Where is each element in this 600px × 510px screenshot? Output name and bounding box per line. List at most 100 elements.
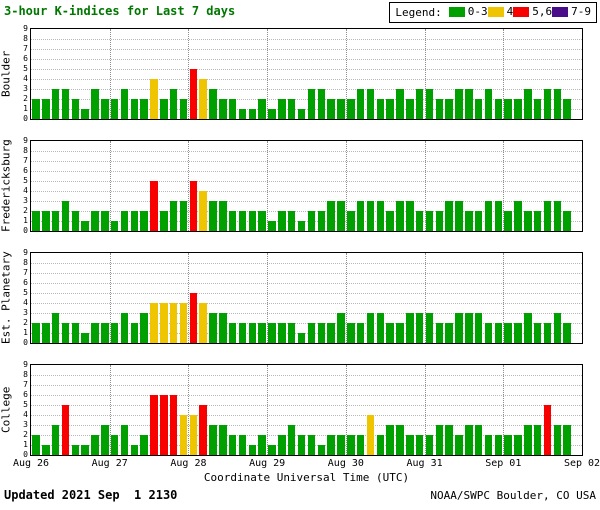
legend-item-label: 0-3 xyxy=(467,5,488,18)
y-tick-label: 3 xyxy=(23,308,28,317)
x-axis-title: Coordinate Universal Time (UTC) xyxy=(203,471,410,484)
k-bar xyxy=(514,435,522,455)
y-tick-label: 8 xyxy=(23,34,28,43)
y-tick-label: 8 xyxy=(23,370,28,379)
legend-swatch-yellow xyxy=(487,6,504,17)
k-bar xyxy=(169,89,178,119)
k-bar xyxy=(219,99,227,119)
y-tick-label: 0 xyxy=(23,450,28,459)
k-bar xyxy=(209,89,217,119)
h-gridline xyxy=(31,445,582,446)
h-gridline xyxy=(31,415,582,416)
plot-area xyxy=(30,140,583,232)
x-tick-label: Aug 31 xyxy=(406,458,443,469)
k-bar xyxy=(297,333,306,343)
k-bar xyxy=(376,435,385,455)
k-bar xyxy=(376,201,385,231)
k-bar xyxy=(140,211,148,231)
k-bar xyxy=(150,395,158,455)
legend-item-label: 4 xyxy=(506,5,514,18)
y-tick-label: 0 xyxy=(23,338,28,347)
k-bar xyxy=(150,79,158,119)
legend-swatch-purple xyxy=(552,6,569,17)
y-tick-label: 7 xyxy=(23,380,28,389)
k-bar xyxy=(189,415,198,455)
k-bar xyxy=(101,99,109,119)
k-bar xyxy=(376,99,385,119)
x-tick-label: Aug 28 xyxy=(170,458,207,469)
y-tick-label: 3 xyxy=(23,196,28,205)
k-bar xyxy=(533,211,542,231)
k-bar xyxy=(101,211,109,231)
k-bar xyxy=(386,323,394,343)
k-bar xyxy=(465,313,473,343)
k-bar xyxy=(514,323,522,343)
v-gridline xyxy=(424,253,426,343)
k-bar xyxy=(317,89,325,119)
h-gridline xyxy=(31,283,582,284)
legend: Legend: 0-3 4 5,6 7-9 xyxy=(389,2,597,23)
h-gridline xyxy=(31,99,582,100)
station-label: Boulder xyxy=(0,50,13,98)
k-bar xyxy=(278,211,286,231)
k-bar xyxy=(209,201,217,231)
x-tick-label: Sep 02 xyxy=(563,458,600,469)
y-tick-label: 4 xyxy=(23,410,28,419)
k-bar xyxy=(524,425,532,455)
k-bar xyxy=(474,313,483,343)
k-bar xyxy=(287,99,296,119)
k-bar xyxy=(110,323,119,343)
k-bar xyxy=(238,109,247,119)
y-tick-label: 0 xyxy=(23,226,28,235)
k-bar xyxy=(347,435,355,455)
k-bar xyxy=(268,221,276,231)
k-bar xyxy=(465,211,473,231)
k-bar xyxy=(32,435,40,455)
plot-area xyxy=(30,364,583,456)
h-gridline xyxy=(31,273,582,274)
k-bar xyxy=(189,293,198,343)
k-index-panel-fredericksburg: Fredericksburg 0 1 2 3 4 5 6 7 8 9 xyxy=(0,137,600,235)
k-bar xyxy=(169,201,178,231)
k-bar xyxy=(71,323,80,343)
k-bar xyxy=(81,333,89,343)
k-bar xyxy=(140,99,148,119)
y-tick-label: 1 xyxy=(23,104,28,113)
station-label: Est. Planetary xyxy=(0,251,13,345)
h-gridline xyxy=(31,59,582,60)
k-bar xyxy=(51,211,60,231)
k-bar xyxy=(425,211,434,231)
k-bar xyxy=(51,313,60,343)
k-bar xyxy=(356,435,365,455)
legend-swatch-red xyxy=(513,6,530,17)
k-bar xyxy=(268,109,276,119)
k-bar xyxy=(297,435,306,455)
v-gridline xyxy=(267,29,269,119)
k-bar xyxy=(396,323,404,343)
k-bar xyxy=(169,395,178,455)
k-bar xyxy=(406,201,414,231)
k-bar xyxy=(189,181,198,231)
k-bar xyxy=(179,201,188,231)
station-label: Fredericksburg xyxy=(0,139,13,233)
k-bar xyxy=(140,435,148,455)
k-bar xyxy=(42,323,50,343)
k-bar xyxy=(42,445,50,455)
k-bar xyxy=(386,99,394,119)
k-bar xyxy=(287,211,296,231)
v-gridline xyxy=(424,29,426,119)
k-bar xyxy=(120,425,129,455)
k-bar xyxy=(524,211,532,231)
k-bar xyxy=(406,435,414,455)
v-gridline xyxy=(109,29,111,119)
k-bar xyxy=(61,89,70,119)
k-index-panel-est-planetary: Est. Planetary 0 1 2 3 4 5 6 7 8 9 xyxy=(0,249,600,347)
h-gridline xyxy=(31,201,582,202)
h-gridline xyxy=(31,79,582,80)
chart-header: 3-hour K-indices for Last 7 days Legend:… xyxy=(4,2,597,23)
k-bar xyxy=(278,435,286,455)
h-gridline xyxy=(31,39,582,40)
k-bar xyxy=(61,201,70,231)
k-bar xyxy=(258,435,266,455)
h-gridline xyxy=(31,89,582,90)
